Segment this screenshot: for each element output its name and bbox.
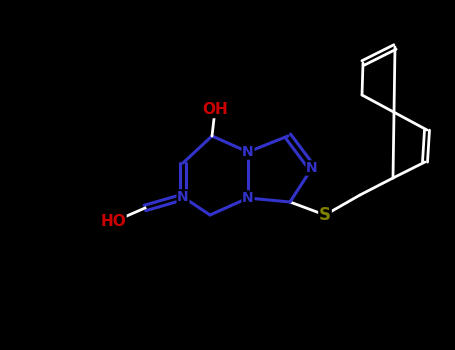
Text: OH: OH bbox=[202, 103, 228, 118]
Text: N: N bbox=[242, 191, 254, 205]
Text: N: N bbox=[306, 161, 318, 175]
Text: S: S bbox=[319, 206, 331, 224]
Text: N: N bbox=[177, 190, 189, 204]
Text: HO: HO bbox=[100, 215, 126, 230]
Text: N: N bbox=[242, 145, 254, 159]
